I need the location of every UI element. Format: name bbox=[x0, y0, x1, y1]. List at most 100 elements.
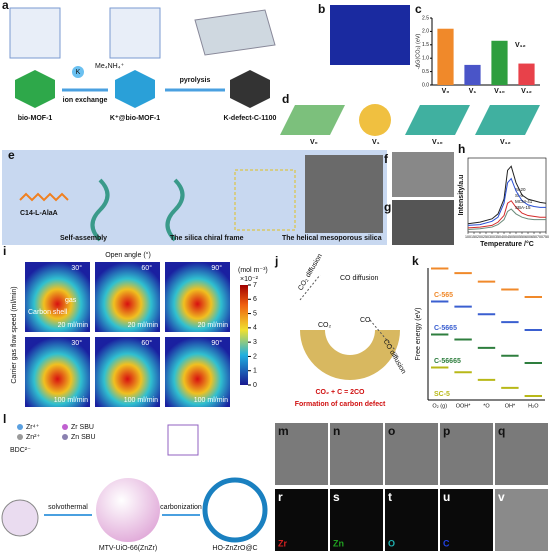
element-label: Zr bbox=[278, 538, 287, 548]
label: MTV-UiO-66(ZnZr) bbox=[99, 545, 157, 552]
label: The silica chiral frame bbox=[170, 235, 244, 242]
label: V₁₂ bbox=[500, 139, 511, 146]
colorbar-label: 0 bbox=[253, 382, 257, 389]
micrograph bbox=[495, 489, 548, 551]
label: Zr⁴⁺ bbox=[26, 424, 40, 431]
label: (mol m⁻³) bbox=[238, 267, 268, 274]
x-tick-label: 650 bbox=[531, 235, 537, 239]
micrograph bbox=[385, 489, 438, 551]
label: V₁ bbox=[372, 139, 380, 146]
arrow bbox=[299, 274, 321, 301]
panel-label: v bbox=[498, 490, 505, 504]
axis-title: Temperature /°C bbox=[480, 240, 534, 248]
colorbar-label: 1 bbox=[253, 368, 257, 375]
structure bbox=[280, 105, 345, 135]
panel-label: a bbox=[2, 0, 9, 12]
x-tick-label: V₁₂ bbox=[521, 88, 532, 95]
label: K bbox=[76, 69, 81, 76]
panel-a: a K Me₄NH₄⁺ ion exchange pyrolysis bio-M… bbox=[2, 0, 277, 122]
crystal bbox=[115, 70, 155, 108]
y-tick-label: 2.0 bbox=[422, 29, 429, 35]
x-tick-label: 750 bbox=[543, 235, 549, 239]
bar bbox=[464, 64, 481, 85]
flask bbox=[1, 499, 39, 537]
label: carbonization bbox=[160, 504, 202, 511]
panel-label: p bbox=[443, 424, 450, 438]
colorbar-label: 4 bbox=[253, 325, 257, 332]
panel-label: h bbox=[458, 142, 465, 156]
micrograph-grid: m r Zr n s Zn o t Op u Cq v bbox=[275, 423, 548, 551]
simulation bbox=[25, 262, 90, 332]
y-tick-label: 0.5 bbox=[422, 69, 429, 75]
icon bbox=[17, 434, 23, 440]
y-tick-label: 1.5 bbox=[422, 42, 429, 48]
axis-title: Free energy (eV) bbox=[415, 308, 422, 361]
label: ion exchange bbox=[63, 97, 108, 104]
element-label: Zn bbox=[333, 538, 344, 548]
micrograph bbox=[392, 200, 454, 245]
helix bbox=[90, 178, 110, 242]
x-tick-label: 150 bbox=[471, 235, 477, 239]
x-tick-label: 250 bbox=[483, 235, 489, 239]
label: 20 ml/min bbox=[128, 322, 158, 329]
label: CO₂ + C = 2CO bbox=[315, 389, 365, 396]
panel-label: b bbox=[318, 2, 325, 16]
x-tick-label: V₁ bbox=[469, 88, 477, 95]
label: ×10⁻² bbox=[240, 276, 259, 283]
structure bbox=[359, 104, 391, 136]
panel-label: o bbox=[388, 424, 395, 438]
legend-label: Si-20 bbox=[515, 187, 526, 192]
label: 100 ml/min bbox=[194, 397, 228, 404]
axis-title: Intensity/a.u bbox=[458, 175, 465, 216]
x-tick-label: 300 bbox=[489, 235, 495, 239]
line bbox=[467, 165, 547, 225]
axis-title: Open angle (°) bbox=[105, 251, 151, 259]
x-tick-label: O₂ (g) bbox=[432, 403, 447, 409]
label: K-defect-C-1100 bbox=[224, 115, 277, 122]
panel-label: f bbox=[384, 152, 389, 166]
simulation bbox=[25, 337, 90, 407]
colorbar-label: 5 bbox=[253, 310, 257, 317]
molecule bbox=[19, 192, 69, 202]
mof-structure bbox=[109, 7, 161, 59]
series-label: C-56665 bbox=[434, 358, 461, 365]
panel-d: d V₀ V₁ V₁₀ V₁₂ bbox=[280, 92, 540, 146]
panel-label: c bbox=[415, 2, 422, 16]
panel-label: u bbox=[443, 490, 450, 504]
panel-label: k bbox=[412, 254, 419, 268]
micrograph bbox=[275, 423, 328, 485]
x-tick-label: OOH* bbox=[456, 403, 472, 409]
x-tick-label: V₁₀ bbox=[494, 88, 505, 95]
micrograph bbox=[330, 489, 383, 551]
label: 60° bbox=[141, 264, 152, 272]
micrograph bbox=[392, 152, 454, 197]
crystal bbox=[230, 70, 270, 108]
label: CO₂ bbox=[318, 322, 332, 329]
micrograph bbox=[385, 423, 438, 485]
unit-cell bbox=[167, 424, 199, 456]
label: C14-L-AlaA bbox=[20, 210, 58, 217]
axis-title: -ΔG(CO₂) (eV) bbox=[415, 33, 421, 69]
label: Self-assembly bbox=[60, 235, 107, 242]
bar bbox=[491, 40, 508, 85]
label: solvothermal bbox=[48, 504, 88, 511]
label: 20 ml/min bbox=[198, 322, 228, 329]
structure bbox=[405, 105, 470, 135]
micrograph bbox=[275, 489, 328, 551]
y-tick-label: 2.5 bbox=[422, 15, 429, 21]
element-label: O bbox=[388, 538, 395, 548]
label: 20 ml/min bbox=[58, 322, 88, 329]
structure bbox=[475, 105, 540, 135]
label: pyrolysis bbox=[180, 77, 211, 84]
k-ion bbox=[72, 66, 84, 78]
x-tick-label: 100 bbox=[465, 235, 471, 239]
series-label: C-565 bbox=[434, 292, 453, 299]
crystal bbox=[15, 70, 55, 108]
label: 90° bbox=[211, 339, 222, 347]
x-tick-label: *O bbox=[483, 403, 490, 409]
frame bbox=[234, 169, 296, 231]
label: The helical mesoporous silica bbox=[282, 235, 382, 242]
plot-frame bbox=[467, 157, 547, 233]
